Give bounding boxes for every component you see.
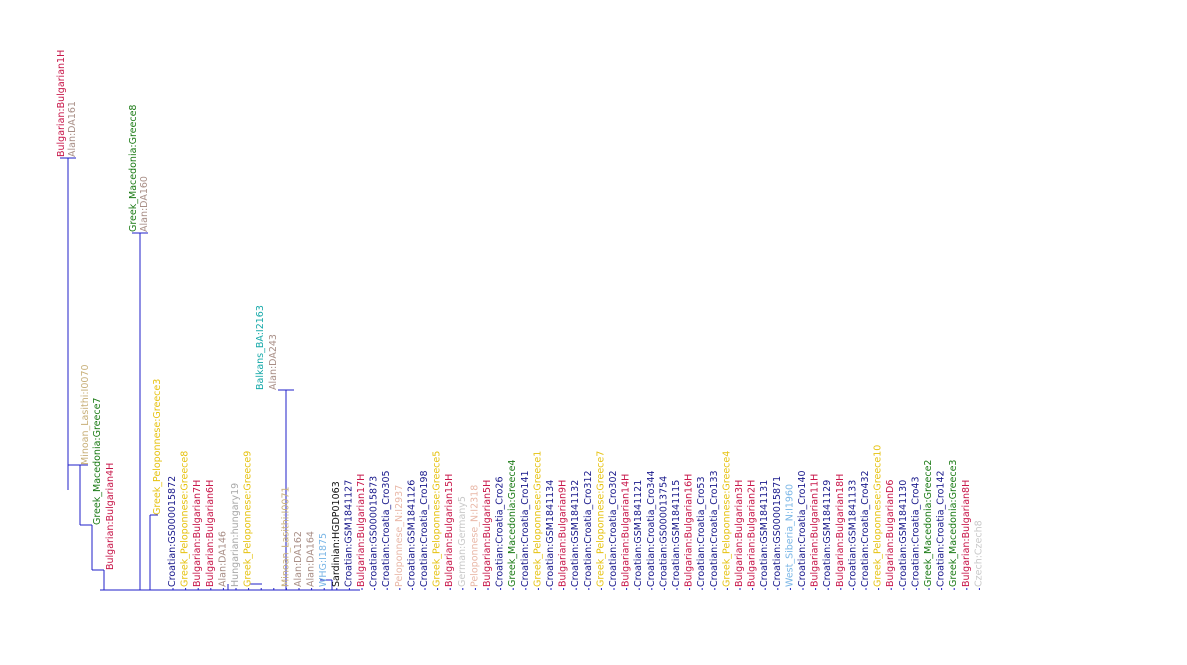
tip-labels: Bulgarian:Bulgarian1H Alan:DA161 Greek_Mac… bbox=[56, 50, 984, 587]
tip-label: Peloponnese_N:I2937 bbox=[394, 485, 405, 587]
tip-label: Greek_Peloponnese:Greece4 bbox=[721, 451, 732, 587]
tip-label: Greek_Macedonia:Greece2 bbox=[923, 460, 934, 587]
tip-label: Croatian:Croatia_Cro432 bbox=[860, 470, 871, 587]
tip-label: Croatian:GS000015873 bbox=[369, 476, 380, 587]
tip-label: Croatian:Croatia_Cro344 bbox=[646, 470, 657, 587]
tip-label: Bulgarian:Bulgarian8H bbox=[961, 480, 972, 587]
tip-label: Croatian:GSM1841127 bbox=[343, 480, 354, 587]
tip-label: Alan:DA146 bbox=[217, 531, 228, 587]
tip-label: Bulgarian:Bulgarian17H bbox=[356, 474, 367, 587]
tip-label: Greek_Peloponnese:Greece10 bbox=[873, 445, 884, 587]
tip-label: Alan:DA160 bbox=[139, 176, 150, 232]
tip-label: Croatian:GSM1841121 bbox=[633, 480, 644, 587]
tip-label: Croatian:GSM1841133 bbox=[847, 480, 858, 587]
tip-label: Croatian:Croatia_Cro140 bbox=[797, 470, 808, 587]
tip-label: Bulgarian:Bulgarian4H bbox=[105, 463, 116, 570]
tree-branches bbox=[60, 157, 980, 591]
tip-label: Croatian:Croatia_Cro142 bbox=[936, 470, 947, 587]
tip-label: Balkans_BA:I2163 bbox=[255, 305, 266, 390]
tip-label: Bulgarian:Bulgarian9H bbox=[558, 480, 569, 587]
tip-label: Greek_Macedonia:Greece4 bbox=[507, 460, 518, 587]
tip-label: Croatian:Croatia_Cro302 bbox=[608, 470, 619, 587]
tip-label: Bulgarian:Bulgarian16H bbox=[684, 474, 695, 587]
tip-label: Peloponnese_N:I2318 bbox=[469, 485, 480, 587]
tip-label: Bulgarian:BulgarianD6 bbox=[885, 480, 896, 587]
tip-label: Greek_Peloponnese:Greece3 bbox=[152, 379, 163, 515]
tip-label: Greek_Macedonia:Greece3 bbox=[948, 460, 959, 587]
tip-label: Croatian:Croatia_Cro43 bbox=[910, 476, 921, 587]
tip-label: Greek_Peloponnese:Greece8 bbox=[180, 451, 191, 587]
tip-label: Alan:DA243 bbox=[268, 334, 279, 390]
tip-label: German:Germany5 bbox=[457, 496, 468, 587]
tip-label: Czech:Czech8 bbox=[973, 520, 984, 587]
tip-label: Greek_Macedonia:Greece8 bbox=[128, 105, 139, 232]
tip-label: Alan:DA161 bbox=[67, 101, 78, 157]
tip-label: Greek_Peloponnese:Greece9 bbox=[243, 451, 254, 587]
tip-label: WHG:I1875 bbox=[318, 533, 329, 587]
tip-label: Bulgarian:Bulgarian15H bbox=[444, 474, 455, 587]
tip-label: Croatian:GSM1841132 bbox=[570, 480, 581, 587]
tip-label: Bulgarian:Bulgarian2H bbox=[747, 480, 758, 587]
tip-label: Sardinian:HGDP01063 bbox=[331, 481, 342, 587]
tip-label: Bulgarian:Bulgarian11H bbox=[810, 474, 821, 587]
tip-label: Croatian:Croatia_Cro312 bbox=[583, 470, 594, 587]
tip-label: Greek_Peloponnese:Greece1 bbox=[532, 451, 543, 587]
tip-label: Croatian:GSM1841129 bbox=[822, 480, 833, 587]
tip-label: Greek_Macedonia:Greece7 bbox=[92, 398, 103, 525]
tip-label: Alan:DA164 bbox=[306, 531, 317, 587]
tip-label: Minoan_Lasithi:I0071 bbox=[280, 486, 291, 587]
tip-label: Bulgarian:Bulgarian14H bbox=[621, 474, 632, 587]
tip-label: Bulgarian:Bulgarian7H bbox=[192, 480, 203, 587]
tip-label: Croatian:Croatia_Cro305 bbox=[381, 470, 392, 587]
tip-label: Bulgarian:Bulgarian6H bbox=[205, 480, 216, 587]
tip-label: Croatian:GS000015872 bbox=[167, 476, 178, 587]
tip-label: Croatian:GSM1841115 bbox=[671, 480, 682, 587]
tip-label: Croatian:Croatia_Cro198 bbox=[419, 470, 430, 587]
tip-label: Croatian:GSM1841126 bbox=[406, 480, 417, 587]
tip-label: Alan:DA162 bbox=[293, 531, 304, 587]
tip-label: Bulgarian:Bulgarian5H bbox=[482, 480, 493, 587]
tip-label: Greek_Peloponnese:Greece7 bbox=[595, 451, 606, 587]
tip-label: Croatian:GS000013754 bbox=[658, 476, 669, 587]
tip-label: Croatian:GSM1841134 bbox=[545, 480, 556, 587]
tip-label: Greek_Peloponnese:Greece5 bbox=[432, 451, 443, 587]
tip-label: Bulgarian:Bulgarian18H bbox=[835, 474, 846, 587]
tip-label: Croatian:GSM1841130 bbox=[898, 480, 909, 587]
tip-label: Minoan_Lasithi:I0070 bbox=[80, 364, 91, 465]
tip-label: Croatian:Croatia_Cro133 bbox=[709, 470, 720, 587]
tip-label: Croatian:GSM1841131 bbox=[759, 480, 770, 587]
tip-label: West_Siberia_N:I1960 bbox=[784, 484, 795, 587]
tip-label: Croatian:Croatia_Cro141 bbox=[520, 470, 531, 587]
tip-label: Hungarian:hungary19 bbox=[230, 483, 241, 587]
tip-label: Croatian:Croatia_Cro26 bbox=[495, 476, 506, 587]
tip-label: Croatian:Croatia_Cro53 bbox=[696, 476, 707, 587]
tip-label: Croatian:GS000015871 bbox=[772, 476, 783, 587]
tip-label: Bulgarian:Bulgarian1H bbox=[56, 50, 67, 157]
tip-label: Bulgarian:Bulgarian3H bbox=[734, 480, 745, 587]
